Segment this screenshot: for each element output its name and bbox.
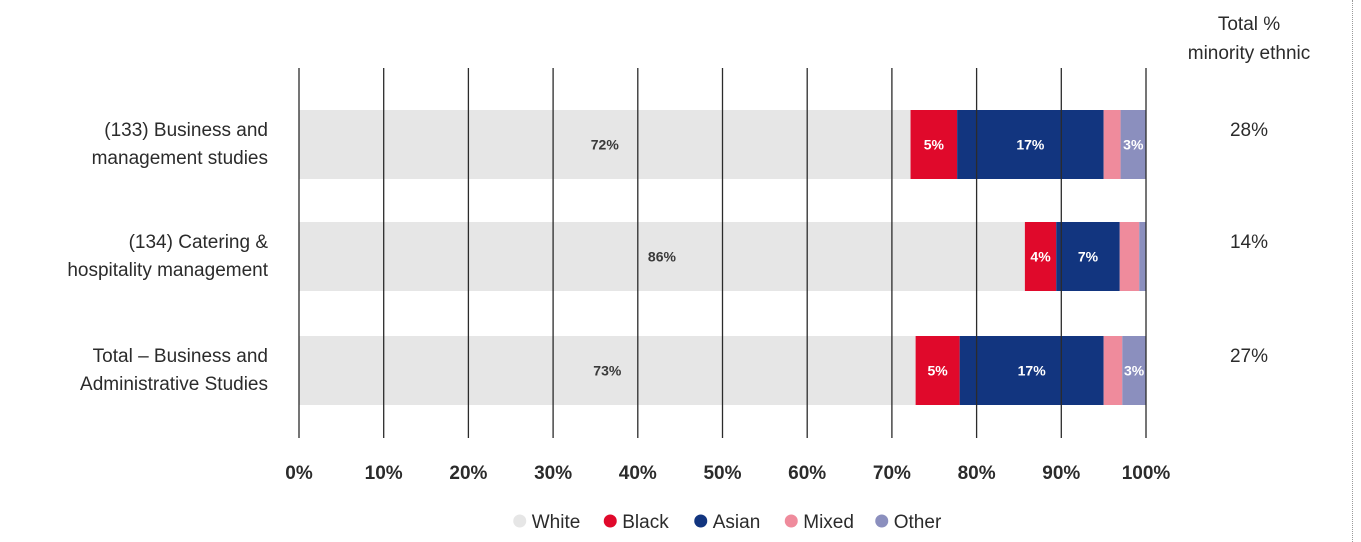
x-tick-label-4: 40% xyxy=(619,463,657,484)
bar-other-1 xyxy=(1120,110,1146,179)
x-tick-label-6: 60% xyxy=(788,463,826,484)
x-tick-label-3: 30% xyxy=(534,463,572,484)
bar-asian-2 xyxy=(1056,222,1120,291)
data-label-white-1: 72% xyxy=(591,137,620,153)
bar-asian-3 xyxy=(959,336,1104,405)
data-label-black-1: 5% xyxy=(924,137,945,153)
legend-label-asian: Asian xyxy=(713,512,761,533)
legend-marker-other xyxy=(875,514,889,528)
data-label-asian-1: 17% xyxy=(1016,137,1045,153)
x-tick-label-8: 80% xyxy=(958,463,996,484)
legend-marker-mixed xyxy=(784,514,798,528)
bar-mixed-2 xyxy=(1119,222,1140,291)
data-label-other-1: 3% xyxy=(1123,137,1144,153)
legend-marker-asian xyxy=(694,514,708,528)
bar-other-3 xyxy=(1122,336,1146,405)
bar-mixed-3 xyxy=(1103,336,1123,405)
total-value-1: 28% xyxy=(1230,120,1268,141)
data-label-white-2: 86% xyxy=(648,249,677,265)
x-tick-label-1: 10% xyxy=(365,463,403,484)
legend-marker-white xyxy=(513,514,527,528)
x-tick-label-10: 100% xyxy=(1122,463,1171,484)
legend-label-black: Black xyxy=(622,512,669,533)
x-tick-label-5: 50% xyxy=(703,463,741,484)
bar-black-3 xyxy=(915,336,960,405)
x-tick-label-7: 70% xyxy=(873,463,911,484)
bar-white-1 xyxy=(299,110,911,179)
bar-other-2 xyxy=(1139,222,1146,291)
page-edge-divider xyxy=(1352,0,1353,542)
data-label-white-3: 73% xyxy=(593,363,622,379)
bar-mixed-1 xyxy=(1103,110,1121,179)
data-label-other-3: 3% xyxy=(1124,363,1145,379)
bar-black-1 xyxy=(910,110,958,179)
data-label-asian-2: 7% xyxy=(1078,249,1099,265)
data-label-black-2: 4% xyxy=(1030,249,1051,265)
total-value-2: 14% xyxy=(1230,232,1268,253)
total-value-3: 27% xyxy=(1230,346,1268,367)
category-label-1: (133) Business and management studies xyxy=(92,120,268,169)
bar-white-2 xyxy=(299,222,1025,291)
category-label-2: (134) Catering & hospitality management xyxy=(67,232,268,281)
legend-label-white: White xyxy=(532,512,581,533)
x-tick-label-2: 20% xyxy=(449,463,487,484)
data-label-black-3: 5% xyxy=(928,363,949,379)
bar-black-2 xyxy=(1024,222,1057,291)
legend-label-other: Other xyxy=(894,512,942,533)
bar-white-3 xyxy=(299,336,916,405)
x-tick-label-0: 0% xyxy=(285,463,313,484)
legend-marker-black xyxy=(603,514,617,528)
bar-asian-1 xyxy=(957,110,1104,179)
category-label-3: Total – Business and Administrative Studi… xyxy=(80,346,268,395)
x-tick-label-9: 90% xyxy=(1042,463,1080,484)
total-column-header: Total % minority ethnic xyxy=(1188,14,1311,64)
legend-label-mixed: Mixed xyxy=(803,512,854,533)
data-label-asian-3: 17% xyxy=(1018,363,1047,379)
